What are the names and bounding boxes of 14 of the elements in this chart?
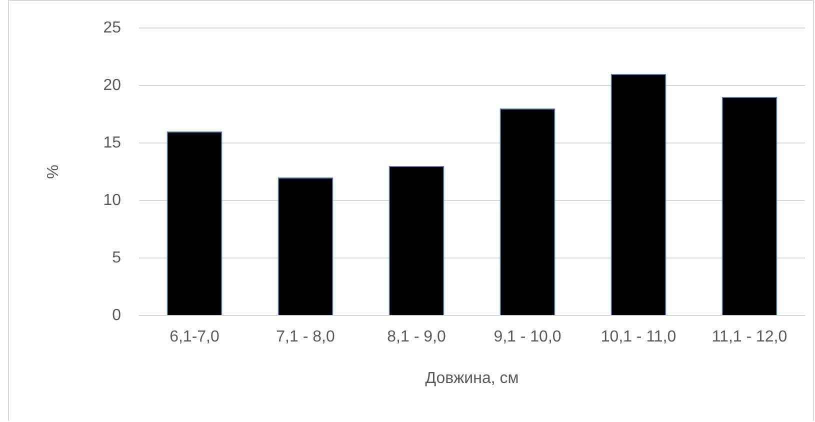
x-axis-title: Довжина, см [425, 370, 519, 387]
x-tick-label: 9,1 - 10,0 [494, 328, 562, 346]
y-axis-title: % [45, 164, 62, 179]
x-tick-label: 8,1 - 9,0 [387, 328, 446, 346]
y-tick-label: 25 [103, 19, 122, 36]
x-tick-label: 10,1 - 11,0 [600, 328, 676, 346]
y-tick-label: 5 [112, 249, 122, 266]
y-tick-label: 15 [103, 134, 122, 152]
y-tick-label: 20 [103, 76, 122, 94]
x-tick-label: 7,1 - 8,0 [276, 328, 335, 346]
y-tick-label: 10 [103, 192, 122, 209]
x-tick-label: 6,1-7,0 [170, 328, 220, 346]
y-tick-label: 0 [112, 307, 122, 324]
x-tick-label: 11,1 - 12,0 [712, 328, 788, 346]
